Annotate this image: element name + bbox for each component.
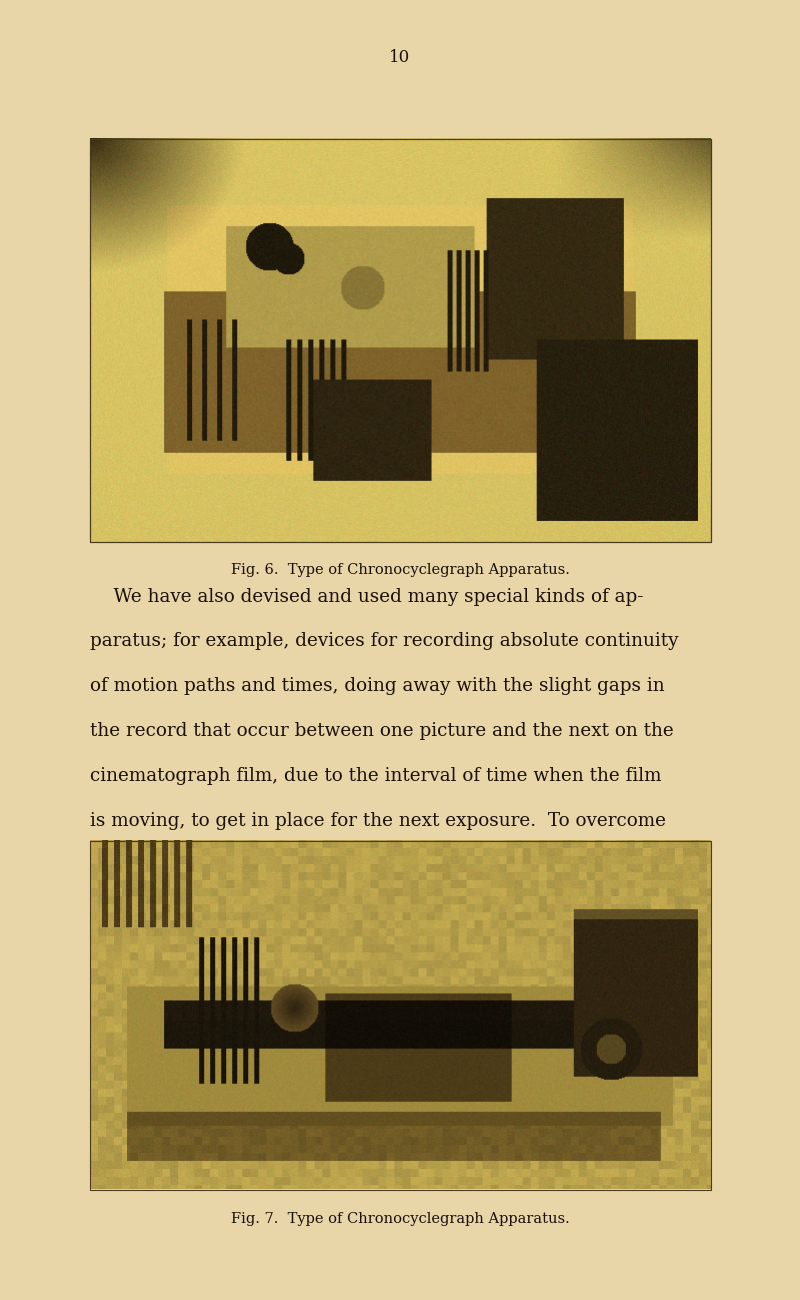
Text: this objection we have a double cinematograph, that one part: this objection we have a double cinemato… [90, 857, 665, 875]
Text: 10: 10 [390, 49, 410, 66]
Bar [90, 139, 711, 542]
Text: paratus; for example, devices for recording absolute continuity: paratus; for example, devices for record… [90, 632, 679, 650]
Bar [90, 841, 711, 1190]
Text: cinematograph film, due to the interval of time when the film: cinematograph film, due to the interval … [90, 767, 662, 785]
Text: We have also devised and used many special kinds of ap-: We have also devised and used many speci… [90, 588, 644, 606]
Bar [90, 139, 711, 542]
Text: the record that occur between one picture and the next on the: the record that occur between one pictur… [90, 723, 674, 740]
Text: of motion paths and times, doing away with the slight gaps in: of motion paths and times, doing away wi… [90, 677, 665, 696]
Text: is moving, to get in place for the next exposure.  To overcome: is moving, to get in place for the next … [90, 811, 666, 829]
Text: Fig. 6.  Type of Chronocyclegraph Apparatus.: Fig. 6. Type of Chronocyclegraph Apparat… [230, 563, 570, 577]
Text: Fig. 7.  Type of Chronocyclegraph Apparatus.: Fig. 7. Type of Chronocyclegraph Apparat… [230, 1212, 570, 1226]
